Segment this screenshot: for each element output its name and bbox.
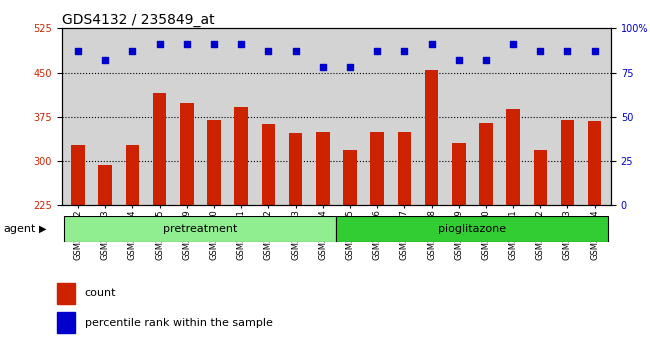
Text: count: count	[84, 288, 116, 298]
Text: pioglitazone: pioglitazone	[438, 224, 506, 234]
Bar	[64, 216, 337, 242]
Point	[155, 41, 165, 47]
Bar	[479, 123, 493, 205]
Bar	[180, 103, 194, 205]
Bar	[398, 132, 411, 205]
Point	[100, 57, 110, 63]
Point	[508, 41, 518, 47]
Point	[291, 48, 301, 54]
Point	[318, 64, 328, 70]
Point	[426, 41, 437, 47]
Point	[263, 48, 274, 54]
Bar	[424, 70, 438, 205]
Point	[73, 48, 83, 54]
Bar	[343, 150, 357, 205]
Bar	[289, 133, 302, 205]
Bar	[370, 132, 384, 205]
Bar	[452, 143, 465, 205]
Bar	[72, 144, 85, 205]
Bar	[261, 124, 275, 205]
Point	[236, 41, 246, 47]
Bar	[337, 216, 608, 242]
Bar	[57, 312, 75, 333]
Bar	[235, 107, 248, 205]
Text: agent: agent	[3, 224, 36, 234]
Bar	[316, 132, 330, 205]
Bar	[207, 120, 221, 205]
Point	[181, 41, 192, 47]
Point	[535, 48, 545, 54]
Point	[454, 57, 464, 63]
Bar	[98, 165, 112, 205]
Point	[399, 48, 410, 54]
Point	[209, 41, 219, 47]
Bar	[153, 93, 166, 205]
Point	[562, 48, 573, 54]
Bar	[506, 109, 520, 205]
Bar	[534, 150, 547, 205]
Bar	[57, 282, 75, 304]
Text: GDS4132 / 235849_at: GDS4132 / 235849_at	[62, 13, 214, 27]
Point	[372, 48, 382, 54]
Text: ▶: ▶	[39, 224, 47, 234]
Point	[344, 64, 355, 70]
Point	[127, 48, 138, 54]
Point	[590, 48, 600, 54]
Text: pretreatment: pretreatment	[163, 224, 238, 234]
Text: percentile rank within the sample: percentile rank within the sample	[84, 318, 272, 328]
Bar	[561, 120, 575, 205]
Bar	[588, 121, 601, 205]
Point	[481, 57, 491, 63]
Bar	[125, 144, 139, 205]
